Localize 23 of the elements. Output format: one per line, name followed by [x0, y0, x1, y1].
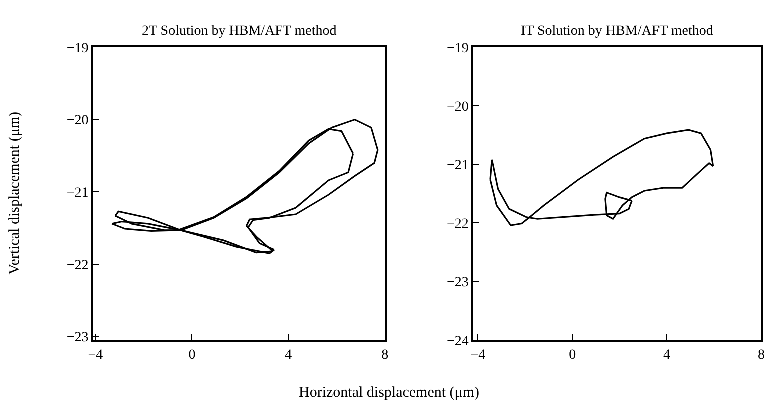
chart-title: 2T Solution by HBM/AFT method — [142, 24, 337, 39]
y-tick-label: −22 — [66, 258, 89, 274]
x-tick-label: 8 — [758, 348, 765, 363]
y-tick-label: −19 — [447, 41, 469, 56]
y-axis-title: Vertical displacement (μm) — [7, 112, 24, 275]
y-tick-label: −20 — [66, 114, 89, 129]
y-tick-label: −21 — [66, 186, 89, 202]
chart-title: IT Solution by HBM/AFT method — [521, 24, 714, 39]
x-tick-label: 4 — [664, 348, 671, 363]
x-tick-label: −4 — [470, 348, 486, 363]
x-tick-label: 0 — [569, 348, 576, 363]
x-tick-label: 0 — [188, 348, 196, 363]
x-tick-label: −4 — [88, 348, 104, 363]
x-axis-title: Horizontal displacement (μm) — [299, 385, 480, 401]
y-tick-label: −21 — [447, 158, 469, 174]
x-tick-label: 4 — [285, 348, 292, 363]
y-tick-label: −23 — [447, 276, 469, 291]
y-tick-label: −22 — [447, 217, 469, 232]
y-tick-label: −20 — [447, 100, 469, 115]
y-tick-label: −23 — [66, 330, 89, 346]
x-tick-label: 8 — [382, 348, 389, 363]
y-tick-label: −24 — [447, 334, 469, 350]
y-tick-label: −19 — [66, 41, 89, 56]
